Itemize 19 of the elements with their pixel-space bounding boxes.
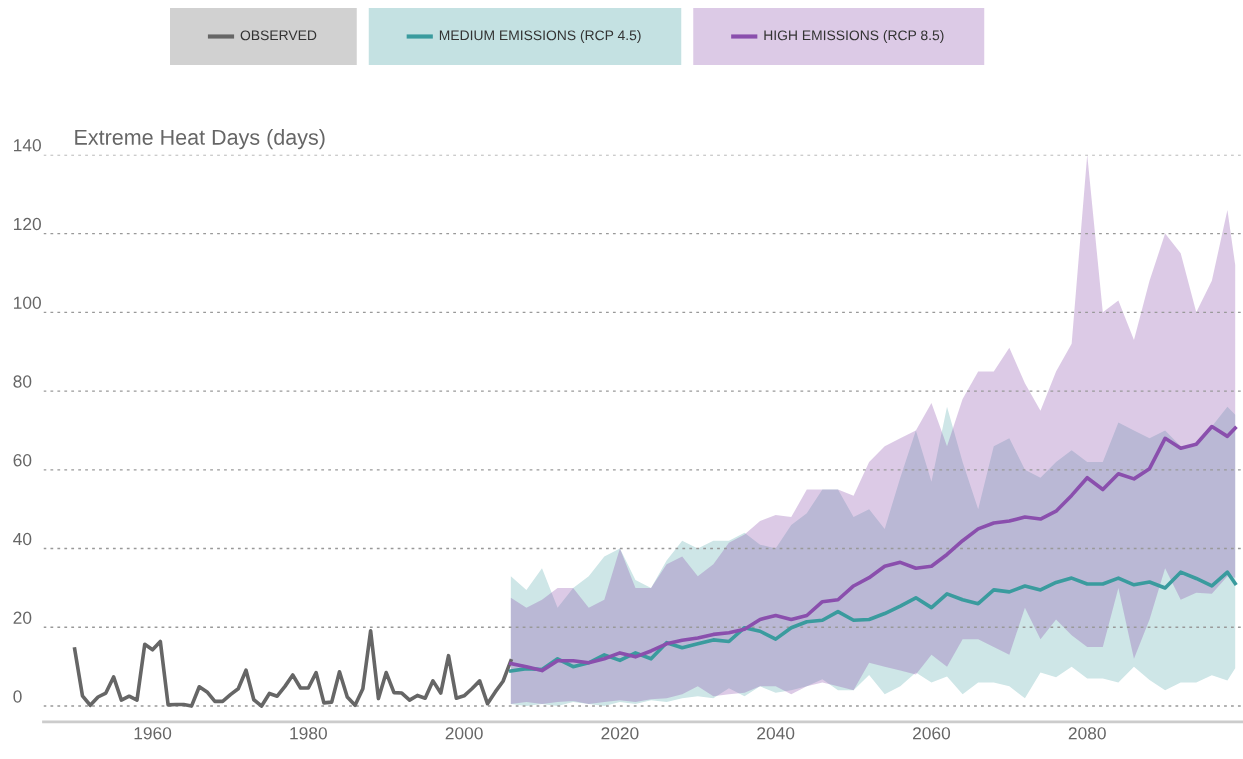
y-tick-label: 20: [13, 611, 32, 624]
y-axis-title: Extreme Heat Days (days): [75, 129, 325, 150]
x-tick-label: 1960: [134, 727, 172, 740]
x-tick-label: 2000: [445, 727, 483, 740]
y-tick-label: 100: [14, 296, 41, 309]
x-tick-label: 1980: [290, 727, 327, 740]
x-tick-label: 2080: [1068, 727, 1106, 740]
legend-label: MEDIUM EMISSIONS (RCP 4.5): [439, 30, 641, 43]
y-tick-label: 40: [13, 532, 32, 546]
x-tick-label: 2060: [913, 727, 951, 740]
y-tick-label: 60: [13, 454, 32, 467]
legend-label: OBSERVED: [240, 30, 317, 41]
y-tick-label: 140: [14, 139, 41, 152]
x-tick-label: 2020: [601, 727, 639, 740]
y-tick-label: 80: [13, 375, 32, 388]
y-tick-label: 0: [13, 690, 22, 703]
y-tick-label: 120: [14, 217, 41, 231]
legend-label: HIGH EMISSIONS (RCP 8.5): [764, 30, 944, 43]
x-tick-label: 2040: [757, 727, 795, 740]
